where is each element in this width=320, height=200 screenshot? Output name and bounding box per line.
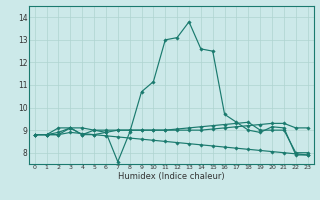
X-axis label: Humidex (Indice chaleur): Humidex (Indice chaleur) xyxy=(118,172,225,181)
